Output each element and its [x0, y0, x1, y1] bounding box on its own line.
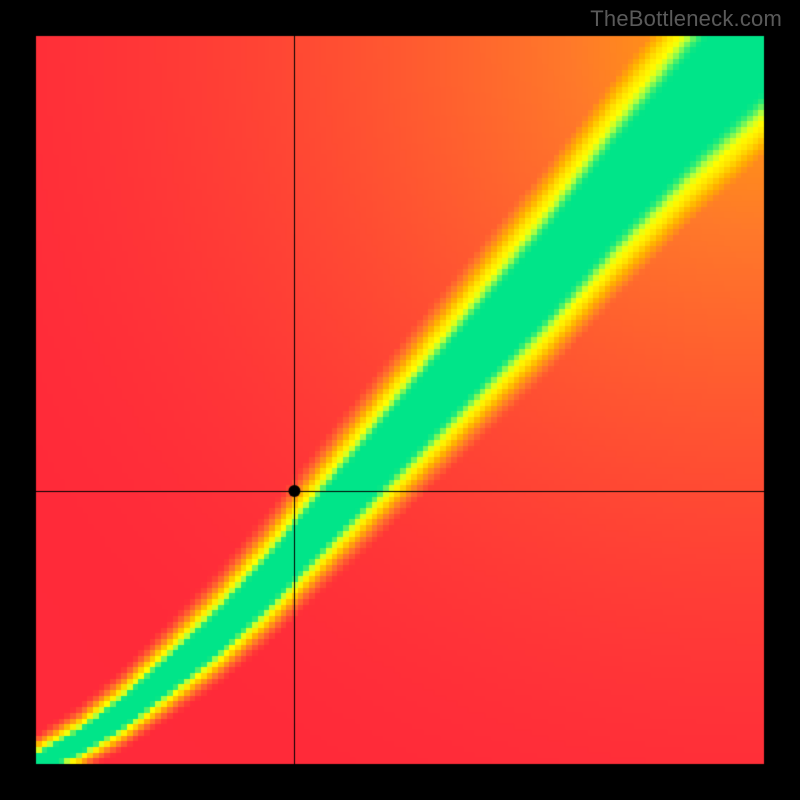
figure-container: TheBottleneck.com: [0, 0, 800, 800]
watermark-text: TheBottleneck.com: [590, 6, 782, 32]
bottleneck-heatmap: [0, 0, 800, 800]
